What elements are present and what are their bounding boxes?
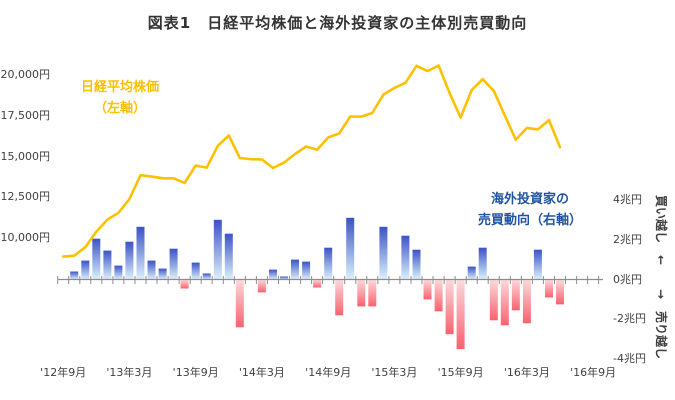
investor-bar-2014-08 [313,279,322,288]
investor-bar-2015-04 [401,235,410,280]
investor-bar-2014-09 [324,247,333,280]
x-axis-label-'16年3月: '16年3月 [503,366,550,379]
investor-bar-2013-02 [114,265,123,280]
investor-bar-2016-02 [511,279,520,311]
investor-bar-2014-12 [357,279,366,307]
investor-bar-2014-04 [269,269,277,280]
investor-bar-2013-01 [103,250,112,280]
investor-bar-2016-04 [533,249,542,280]
investor-bar-2016-06 [556,279,564,305]
x-axis [57,276,603,284]
nikkei-line [61,64,562,258]
x-axis-label-'14年9月: '14年9月 [305,366,352,379]
investor-bar-2013-05 [147,260,156,280]
investor-bar-2015-09 [456,279,465,350]
investor-bar-2013-07 [169,248,178,280]
investor-bar-2013-03 [125,241,134,280]
investor-bars-annotation-line1: 海外投資家の [490,192,569,207]
investor-bars-annotation: 海外投資家の 売買動向（右軸） [452,189,608,231]
investor-bar-2013-08 [180,279,189,289]
investor-bar-2015-08 [445,279,454,335]
investor-bar-2014-11 [346,217,355,280]
investor-bar-2015-01 [368,279,377,307]
investor-bar-2013-04 [136,226,145,280]
investor-bar-2015-12 [489,279,498,321]
x-axis-label-'15年3月: '15年3月 [371,366,418,379]
nikkei-line-annotation-line2: （左軸） [93,101,146,116]
investor-bar-2013-10 [202,273,211,280]
x-axis-label-'14年3月: '14年3月 [238,366,285,379]
x-axis-label-'13年3月: '13年3月 [106,366,153,379]
investor-bars-series [70,217,564,350]
investor-bars-annotation-line2: 売買動向（右軸） [477,213,582,228]
investor-bar-2015-06 [423,279,432,300]
x-axis-label-'15年9月: '15年9月 [437,366,484,379]
investor-bar-2014-03 [257,279,266,293]
right-axis-label-2: 2兆円 [613,232,642,246]
investor-bar-2015-11 [478,247,487,280]
investor-bar-2015-10 [467,266,476,280]
investor-bar-2015-07 [434,279,443,312]
investor-bar-2015-02 [379,226,388,280]
investor-bar-2015-05 [412,249,421,280]
investor-bar-2014-06 [291,259,299,280]
investor-bar-2013-06 [158,268,167,280]
right-axis-label--4: -4兆円 [613,352,646,366]
investor-bar-2013-11 [213,219,222,280]
nikkei-line-annotation-line1: 日経平均株価 [80,80,159,95]
investor-bar-2014-05 [280,276,288,280]
investor-bar-2012-12 [92,238,101,280]
chart-title: 図表1 日経平均株価と海外投資家の主体別売買動向 [147,14,528,32]
investor-bar-2013-12 [224,233,233,280]
investor-bar-2014-01 [235,279,244,328]
right-axis-label--2: -2兆円 [613,312,646,326]
investor-bar-2016-05 [545,279,553,298]
x-axis-label-'13年9月: '13年9月 [172,366,219,379]
left-axis-label-20000: 20,000円 [0,68,51,81]
investor-bar-2013-09 [191,262,200,280]
investor-bar-2016-03 [522,279,531,324]
investor-bar-2012-10 [70,271,79,280]
x-axis-label-'12年9月: '12年9月 [40,366,87,379]
investor-bar-2014-10 [335,279,344,316]
left-axis-label-17500: 17,500円 [0,108,51,122]
left-axis-label-12500: 12,500円 [0,190,51,204]
investor-bar-2014-07 [302,261,311,280]
right-axis-label-4: 4兆円 [613,192,642,206]
left-axis-label-10000: 10,000円 [0,231,51,245]
nikkei-line-annotation: 日経平均株価 （左軸） [58,77,182,119]
investor-bar-2012-11 [81,260,90,280]
investor-bar-2016-01 [500,279,509,326]
x-axis-label-'16年9月: '16年9月 [570,366,617,379]
left-axis-label-15000: 15,000円 [0,149,51,163]
right-axis-label-0: 0兆円 [613,272,642,286]
